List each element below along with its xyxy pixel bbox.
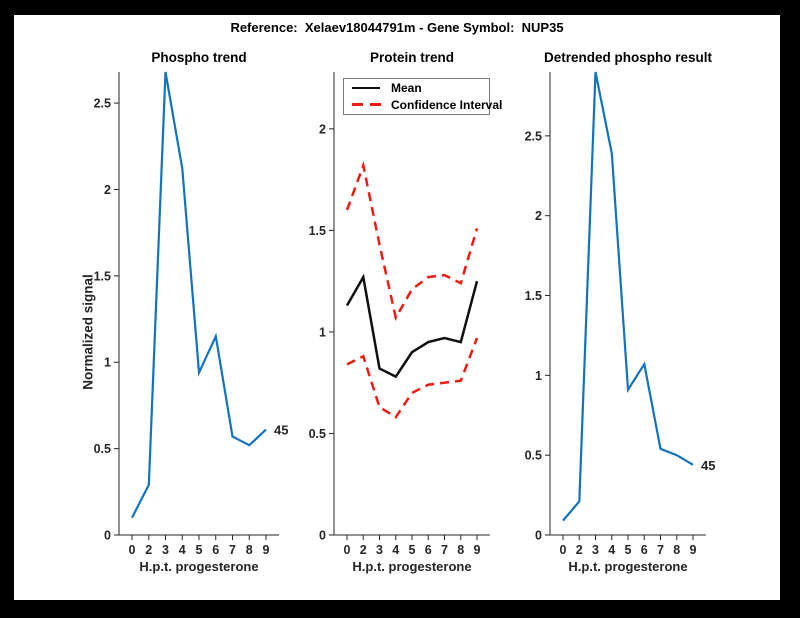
y-tick-label: 0.5 [525,449,542,463]
legend-label-ci: Confidence Interval [391,97,503,112]
x-tick-label: 3 [376,543,383,557]
subplot-3: 00.511.522.50 2 3 4 5 6 7 8 945 [525,71,715,557]
y-tick-label: 1 [104,356,111,370]
x-tick-label: 8 [457,543,464,557]
y-axis-label: Normalized signal [80,274,96,390]
y-tick-label: 2 [104,183,111,197]
ci-dashed-sample-icon [352,103,382,106]
x-tick-label: 8 [246,543,253,557]
y-tick-label: 0 [319,529,326,543]
legend-label-mean: Mean [391,81,422,96]
y-tick-label: 0.5 [309,427,326,441]
subplot-title-phospho-trend: Phospho trend [151,50,247,65]
x-tick-label: 9 [690,543,697,557]
x-tick-label: 9 [263,543,270,557]
y-tick-label: 2 [319,122,326,136]
x-tick-label: 0 [129,543,136,557]
y-tick-label: 0 [104,529,111,543]
x-tick-label: 6 [212,543,219,557]
subplot-title-detrended-phospho: Detrended phospho result [543,50,713,65]
y-tick-label: 1 [319,325,326,339]
x-tick-label: 2 [145,543,152,557]
x-tick-label: 5 [196,543,203,557]
x-tick-label: 5 [409,543,416,557]
y-tick-label: 2 [535,209,542,223]
legend-box: Mean Confidence Interval [343,78,502,115]
x-tick-label: 3 [592,543,599,557]
y-tick-label: 0 [535,529,542,543]
y-tick-label: 1 [535,369,542,383]
x-tick-label: 2 [576,543,583,557]
x-tick-label: 6 [641,543,648,557]
x-tick-label: 8 [673,543,680,557]
x-tick-label: 4 [179,543,186,557]
x-tick-label: 3 [162,543,169,557]
matlab-figure: Reference: Xelaev18044791m - Gene Symbol… [14,15,780,600]
series-phospho-signal [131,71,267,519]
x-tick-label: 6 [425,543,432,557]
subplot-title-protein-trend: Protein trend [369,50,455,65]
series-detrended-phospho [562,71,694,522]
x-tick-label: 9 [474,543,481,557]
y-tick-label: 1.5 [94,269,111,283]
endpoint-annotation: 45 [701,458,715,473]
legend-row-mean: Mean [352,81,489,95]
subplot-1: 00.511.522.50 2 3 4 5 6 7 8 945 [94,71,288,557]
x-axis-label-2: H.p.t. progesterone [352,559,472,574]
x-tick-label: 0 [344,543,351,557]
x-axis-label-1: H.p.t. progesterone [139,559,259,574]
x-tick-label: 5 [625,543,632,557]
x-tick-label: 2 [360,543,367,557]
x-tick-label: 4 [392,543,399,557]
x-tick-label: 0 [560,543,567,557]
x-tick-label: 7 [441,543,448,557]
legend-row-ci: Confidence Interval [352,98,502,112]
y-tick-label: 0.5 [94,442,111,456]
y-tick-label: 1.5 [525,289,542,303]
figure-title: Reference: Xelaev18044791m - Gene Symbol… [230,20,564,35]
subplot-2: 00.511.520 2 3 4 5 6 7 8 9 [309,72,490,557]
x-tick-label: 4 [608,543,615,557]
endpoint-annotation: 45 [274,423,288,438]
series-mean [345,273,479,379]
y-tick-label: 2.5 [525,129,542,143]
x-axis-label-3: H.p.t. progesterone [568,559,688,574]
mean-line-sample-icon [352,87,382,90]
y-tick-label: 1.5 [309,224,326,238]
series-ci-lower [346,337,479,419]
y-tick-label: 2.5 [94,97,111,111]
x-tick-label: 7 [657,543,664,557]
x-tick-label: 7 [229,543,236,557]
